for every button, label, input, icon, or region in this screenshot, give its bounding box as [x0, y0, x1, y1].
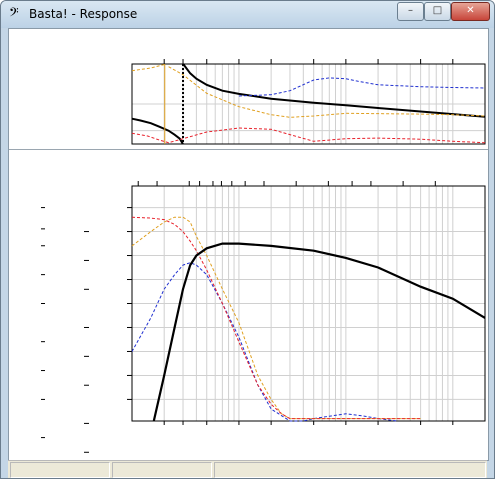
- status-bar: [8, 460, 487, 478]
- minimize-icon: –: [408, 5, 413, 16]
- response-plot-frame: [131, 185, 486, 422]
- response-panel[interactable]: [9, 153, 488, 460]
- response-series-line: [131, 216, 421, 420]
- title-bar[interactable]: 𝄢 Basta! - Response – □ ✕: [1, 1, 494, 28]
- close-button[interactable]: ✕: [451, 2, 490, 21]
- phase-series-line: [131, 63, 486, 145]
- status-cell-3: [214, 462, 486, 478]
- phase-chart[interactable]: [9, 29, 488, 149]
- client-area: [8, 28, 489, 461]
- phase-series-line: [131, 127, 486, 144]
- phase-panel[interactable]: [9, 29, 488, 150]
- phase-series-line: [238, 77, 486, 97]
- phase-series-line: [131, 64, 486, 118]
- maximize-icon: □: [432, 5, 443, 16]
- maximize-button[interactable]: □: [424, 2, 451, 21]
- minimize-button[interactable]: –: [397, 2, 424, 21]
- phase-plot-frame: [131, 63, 486, 145]
- response-series-line: [152, 242, 486, 422]
- close-icon: ✕: [466, 5, 475, 16]
- response-series-line: [131, 216, 421, 420]
- status-cell-1: [10, 462, 110, 478]
- status-cell-2: [112, 462, 212, 478]
- response-series-line: [131, 262, 397, 422]
- response-chart[interactable]: [9, 153, 488, 460]
- bass-clef-icon[interactable]: 𝄢: [9, 5, 19, 23]
- window-title: Basta! - Response: [29, 7, 138, 21]
